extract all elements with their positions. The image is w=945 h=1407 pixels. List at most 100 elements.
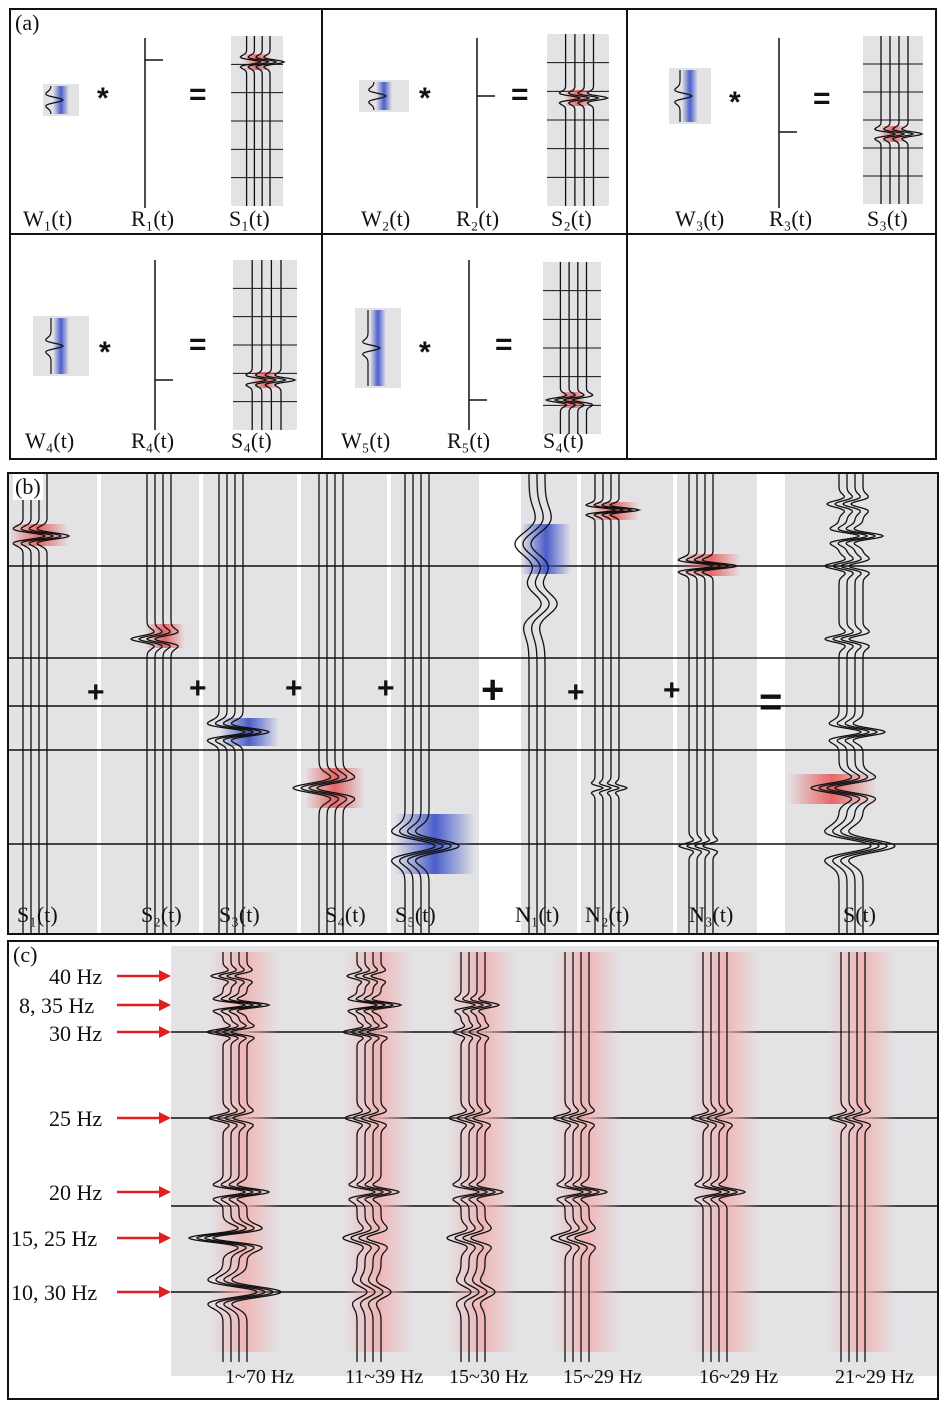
- w2-label: W₂(t): [361, 206, 411, 231]
- trace-separator-4: [387, 474, 391, 933]
- trace-group-2-4: [153, 474, 179, 933]
- seismogram-trace-2-4: [586, 34, 610, 206]
- trace-group-3-2: [214, 474, 255, 933]
- band-label-2: 11~39 Hz: [345, 1366, 424, 1388]
- seismogram-trace-3-1: [873, 36, 897, 204]
- panel-c-graphics: [117, 946, 937, 1376]
- filter-column-band-4: [551, 952, 621, 1352]
- filter-column-4-2: [558, 952, 593, 1362]
- filter-column-3-2: [454, 952, 489, 1362]
- trace-group-7-4: [608, 474, 642, 933]
- filter-column-band-3: [447, 952, 517, 1352]
- s3-label: S₃(t): [867, 206, 908, 231]
- panel-b-graphics: [9, 474, 937, 933]
- freq-label-20: 20 Hz: [49, 1180, 103, 1205]
- w5-label: W₅(t): [341, 428, 391, 453]
- seismogram-trace-3-3: [891, 36, 915, 204]
- conv-symbol-2: *: [419, 82, 431, 115]
- seismogram-trace-4-2: [254, 260, 278, 430]
- trace-group-8-4: [701, 474, 739, 933]
- panel-c-label: (c): [13, 942, 38, 967]
- freq-arrowhead-3: [159, 1026, 171, 1038]
- band-label-5: 16~29 Hz: [699, 1366, 779, 1388]
- eq-symbol-1: =: [189, 78, 207, 111]
- trace-group-6-3: [530, 474, 558, 933]
- wavelet-fill-1: [53, 86, 69, 114]
- filter-column-3-4: [470, 952, 505, 1362]
- r5-label: R₅(t): [447, 428, 491, 453]
- trace-group-1-4: [36, 474, 71, 933]
- seismogram-trace-1-1: [239, 36, 263, 206]
- trace-s-label: S(t): [843, 902, 876, 927]
- trace-group-4-1: [292, 474, 332, 933]
- trace-group-4-2: [300, 474, 340, 933]
- wavelet-trace-5: [362, 310, 382, 386]
- seismogram-trace-1-2: [247, 36, 271, 206]
- trace-group-7-2: [592, 474, 626, 933]
- trace-s4-label: S₄(t): [325, 902, 366, 927]
- filter-column-1-4: [211, 952, 282, 1362]
- trace-n1-label: N₁(t): [515, 902, 560, 927]
- filter-column-1-3: [203, 952, 274, 1362]
- s2-label: S₂(t): [551, 206, 592, 231]
- plus-6: +: [567, 676, 585, 709]
- trace-s3-label: S₃(t): [219, 902, 260, 927]
- trace-separator-6: [517, 474, 521, 933]
- seismogram-trace-2-3: [577, 34, 600, 206]
- plus-4: +: [377, 672, 395, 705]
- conv-symbol-3: *: [729, 86, 741, 119]
- trace-group-2-3: [145, 474, 171, 933]
- filter-column-band-6: [827, 952, 897, 1352]
- trace-group-9-1: [810, 474, 872, 933]
- panel-b-label: (b): [13, 474, 43, 500]
- filter-column-2-2: [349, 952, 387, 1362]
- trace-group-5-3: [406, 474, 452, 933]
- filter-column-4-3: [566, 952, 601, 1362]
- trace-group-9-4: [834, 474, 896, 933]
- trace-s1-label: S₁(t): [17, 902, 58, 927]
- trace-group-7-3: [600, 474, 634, 933]
- filter-column-6-3: [844, 952, 863, 1362]
- conv-symbol-4: *: [99, 336, 111, 369]
- trace-group-4-4: [316, 474, 356, 933]
- freq-arrowhead-6: [159, 1232, 171, 1244]
- trace-n2-label: N₂(t): [585, 902, 630, 927]
- trace-group-band-6: [521, 524, 571, 574]
- seismogram-trace-3-2: [882, 36, 906, 204]
- filter-column-band-5: [689, 952, 759, 1352]
- trace-group-band-5: [395, 814, 475, 874]
- wavelet-fill-3: [682, 70, 698, 122]
- wavelet-trace-4: [45, 318, 65, 374]
- filter-column-3-1: [446, 952, 481, 1362]
- seismogram-trace-4-3: [264, 260, 288, 430]
- freq-label-30: 30 Hz: [49, 1021, 103, 1046]
- trace-group-9-2: [818, 474, 880, 933]
- conv-symbol-1: *: [97, 82, 109, 115]
- filter-column-4-1: [550, 952, 585, 1362]
- w4-label: W₄(t): [25, 428, 75, 453]
- result-gap: [757, 474, 785, 933]
- trace-group-2-2: [137, 474, 163, 933]
- trace-n3-label: N₃(t): [689, 902, 734, 927]
- trace-group-6-2: [522, 474, 550, 933]
- freq-label-25: 25 Hz: [49, 1106, 103, 1131]
- trace-group-3-3: [222, 474, 263, 933]
- filter-column-5-3: [706, 952, 739, 1362]
- trace-group-band-9: [787, 774, 877, 804]
- seismogram-trace-4-1: [245, 260, 268, 430]
- panel-c: (c) 40 Hz 8, 35 Hz 30 Hz 25 Hz 20 Hz 15,…: [7, 940, 939, 1400]
- w1-label: W₁(t): [23, 206, 73, 231]
- filter-column-6-2: [836, 952, 855, 1362]
- trace-s5-label: S₅(t): [395, 902, 436, 927]
- freq-arrowhead-1: [159, 970, 171, 982]
- filter-column-band-1: [209, 952, 279, 1352]
- s5-label: S₄(t): [543, 428, 584, 453]
- filter-column-6-1: [828, 952, 847, 1362]
- filter-column-2-3: [357, 952, 395, 1362]
- r1-label: R₁(t): [131, 206, 175, 231]
- trace-group-3-1: [206, 474, 247, 933]
- seismogram-trace-1-3: [255, 36, 278, 206]
- trace-group-7-1: [584, 474, 618, 933]
- seismogram-trace-5-3: [562, 262, 585, 434]
- filter-column-2-4: [365, 952, 403, 1362]
